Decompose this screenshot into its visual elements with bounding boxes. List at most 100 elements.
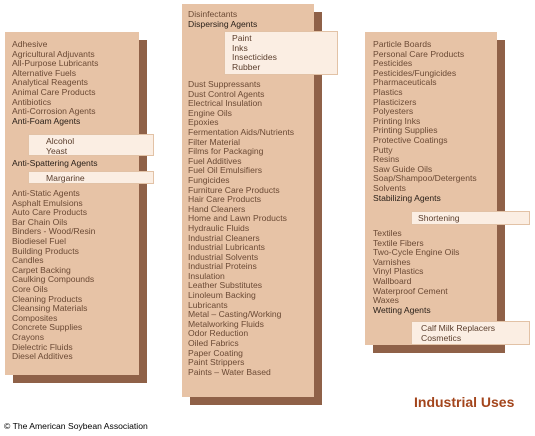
use-item: Hand Cleaners: [188, 203, 246, 214]
use-item: Printing Supplies: [373, 125, 438, 136]
use-item: Cleaning Products: [12, 293, 83, 304]
use-item: Core Oils: [12, 283, 48, 294]
sub-item: Margarine: [46, 173, 85, 183]
use-item: Anti-Corrosion Agents: [12, 106, 96, 117]
sub-item: Rubber: [232, 61, 261, 72]
use-item: Saw Guide Oils: [373, 163, 433, 174]
sub-item: Shortening: [418, 213, 460, 223]
use-item: Textiles: [373, 228, 402, 238]
use-item: Films for Packaging: [188, 146, 264, 157]
use-item: Pharmaceuticals: [373, 77, 437, 88]
use-item: Pesticides/Fungicides: [373, 67, 457, 78]
use-item: Personal Care Products: [373, 48, 465, 59]
use-item: Fuel Oil Emulsifiers: [188, 165, 263, 176]
use-item: Cleansing Materials: [12, 303, 88, 314]
use-item: Building Products: [12, 245, 79, 256]
use-item: Carpet Backing: [12, 264, 71, 275]
column-1: [5, 32, 139, 375]
use-item: Industrial Lubricants: [188, 242, 265, 253]
use-item: Candles: [12, 255, 44, 266]
use-item: Disinfectants: [188, 9, 238, 19]
column-3-list-a: Particle Boards Personal Care Products P…: [373, 39, 477, 203]
use-item: Printing Inks: [373, 115, 421, 126]
sub-list-anti-foam: Alcohol Yeast: [28, 134, 154, 156]
sub-item: Calf Milk Replacers: [421, 323, 496, 333]
sub-item: Paint: [232, 33, 252, 43]
use-item: Dust Control Agents: [188, 88, 265, 99]
use-item: Analytical Reagents: [12, 77, 88, 88]
sub-list-stabilizing: Shortening: [411, 211, 530, 225]
use-item: Industrial Proteins: [188, 261, 257, 272]
use-item: Resins: [373, 154, 400, 165]
use-item: Paint Strippers: [188, 357, 245, 368]
use-item: Wallboard: [373, 275, 412, 286]
column-3: [365, 32, 497, 345]
use-item: Odor Reduction: [188, 328, 249, 339]
sub-item: Inks: [232, 42, 248, 53]
use-item: Waterproof Cement: [373, 285, 448, 296]
use-heading: Stabilizing Agents: [373, 192, 441, 203]
use-item: All-Purpose Lubricants: [12, 58, 99, 69]
sub-list-anti-spattering: Margarine: [28, 171, 154, 184]
sub-item: Alcohol: [46, 136, 75, 146]
use-item: Waxes: [373, 295, 399, 306]
sub-item: Cosmetics: [421, 332, 462, 343]
use-item: Hair Care Products: [188, 194, 262, 205]
use-heading: Anti-Foam Agents: [12, 115, 81, 126]
use-item: Fungicides: [188, 174, 230, 185]
use-heading: Anti-Spattering Agents: [12, 158, 98, 168]
column-1-list-b: Anti-Spattering Agents: [12, 158, 98, 169]
use-item: Adhesive: [12, 39, 48, 49]
use-item: Furniture Care Products: [188, 184, 280, 195]
use-item: Vinyl Plastics: [373, 266, 424, 277]
use-item: Varnishes: [373, 256, 411, 267]
use-item: Textile Fibers: [373, 237, 424, 248]
use-heading: Wetting Agents: [373, 304, 431, 315]
column-2-list-b: Dust Suppressants Dust Control Agents El…: [188, 79, 294, 377]
use-item: Insulation: [188, 270, 225, 281]
sub-item: Insecticides: [232, 52, 277, 63]
use-item: Lubricants: [188, 299, 228, 310]
use-item: Industrial Solvents: [188, 251, 259, 262]
use-item: Biodiesel Fuel: [12, 235, 66, 246]
use-item: Filter Material: [188, 136, 241, 147]
use-item: Oiled Fabrics: [188, 338, 239, 349]
use-item: Electrical Insulation: [188, 98, 263, 109]
use-item: Linoleum Backing: [188, 290, 256, 301]
use-item: Hydraulic Fluids: [188, 222, 250, 233]
use-item: Anti-Static Agents: [12, 188, 80, 198]
column-2-list-a: Disinfectants Dispersing Agents: [188, 9, 258, 29]
column-3-list-b: Textiles Textile Fibers Two-Cycle Engine…: [373, 228, 460, 315]
sub-list-dispersing: Paint Inks Insecticides Rubber: [224, 31, 338, 75]
use-item: Asphalt Emulsions: [12, 197, 83, 208]
use-item: Binders - Wood/Resin: [12, 226, 96, 237]
use-item: Caulking Compounds: [12, 274, 95, 285]
use-item: Solvents: [373, 182, 406, 193]
use-item: Metal – Casting/Working: [188, 309, 282, 320]
use-item: Metalworking Fluids: [188, 318, 264, 329]
use-heading: Dispersing Agents: [188, 18, 258, 29]
use-item: Auto Care Products: [12, 207, 87, 218]
use-item: Alternative Fuels: [12, 67, 77, 78]
use-item: Leather Substitutes: [188, 280, 263, 291]
column-1-list-c: Anti-Static Agents Asphalt Emulsions Aut…: [12, 188, 96, 362]
use-item: Dielectric Fluids: [12, 341, 73, 352]
use-item: Diesel Additives: [12, 351, 73, 362]
use-item: Agricultural Adjuvants: [12, 48, 95, 59]
use-item: Plastics: [373, 86, 403, 97]
column-1-list-a: Adhesive Agricultural Adjuvants All-Purp…: [12, 39, 99, 126]
use-item: Particle Boards: [373, 39, 432, 49]
use-item: Home and Lawn Products: [188, 213, 287, 224]
use-item: Epoxies: [188, 117, 219, 128]
use-item: Bar Chain Oils: [12, 216, 68, 227]
use-item: Composites: [12, 312, 58, 323]
use-item: Pesticides: [373, 58, 413, 69]
use-item: Fuel Additives: [188, 155, 242, 166]
use-item: Two-Cycle Engine Oils: [373, 247, 460, 258]
use-item: Soap/Shampoo/Detergents: [373, 173, 477, 184]
use-item: Industrial Cleaners: [188, 232, 260, 243]
copyright-notice: © The American Soybean Association: [4, 421, 148, 431]
use-item: Polyesters: [373, 106, 414, 117]
use-item: Putty: [373, 144, 393, 155]
use-item: Concrete Supplies: [12, 322, 83, 333]
